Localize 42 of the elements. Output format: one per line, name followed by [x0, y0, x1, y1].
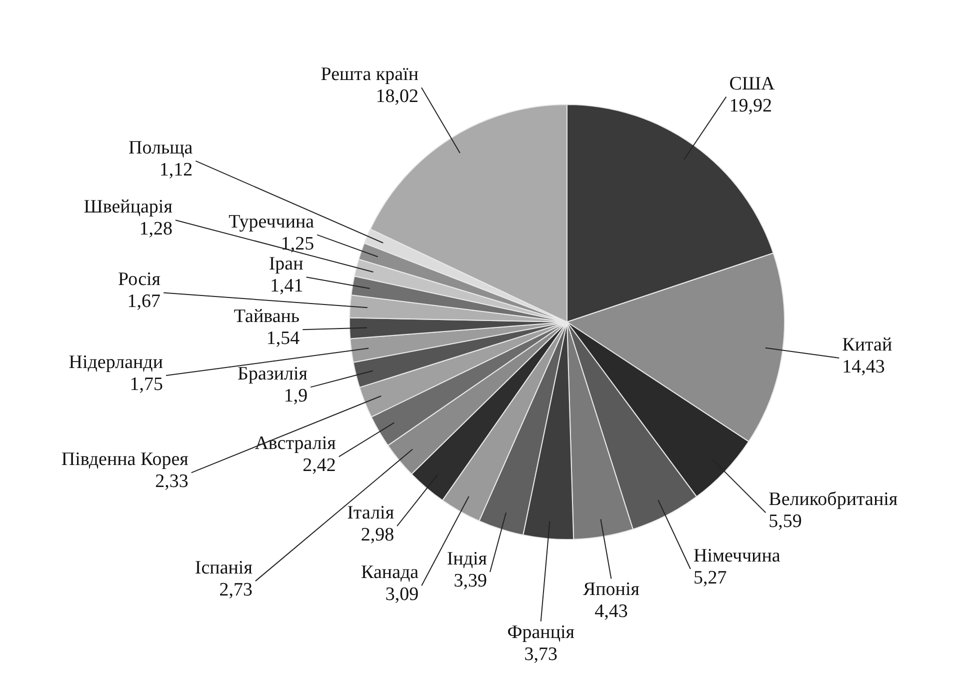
data-label: 3,73 [524, 644, 558, 665]
slice-label: Бразилія [238, 364, 308, 385]
data-label: 2,73 [219, 580, 252, 601]
data-label: 1,12 [159, 159, 193, 180]
data-label: 2,33 [155, 471, 188, 492]
slice-label: Італія [347, 502, 394, 524]
slice-label: Індія [446, 548, 488, 570]
slice-label: Китай [842, 334, 892, 356]
slice-label: Канада [361, 562, 420, 584]
data-label: 18,02 [376, 86, 418, 108]
data-label: 1,28 [139, 218, 172, 240]
slice-label: Росія [118, 269, 161, 290]
slice-label: Австралія [254, 433, 336, 454]
data-label: 1,67 [127, 291, 161, 312]
data-label: 2,42 [302, 455, 336, 476]
slice-label: Швейцарія [84, 196, 173, 218]
slice-label: Іспанія [194, 558, 253, 579]
slice-label: Великобританія [768, 489, 898, 510]
slice-label: Франція [507, 622, 575, 643]
data-label: 1,25 [280, 233, 314, 254]
data-label: 5,27 [693, 567, 727, 588]
slice-label: США [729, 73, 776, 94]
slice-label: Нідерланди [68, 352, 164, 374]
slice-label: Японія [582, 579, 640, 600]
data-label: 2,98 [360, 524, 394, 546]
data-label: 3,09 [385, 584, 419, 606]
data-label: 1,9 [284, 386, 308, 407]
slice-label: Південна Корея [61, 449, 189, 470]
data-label: 1,41 [270, 276, 304, 297]
slice-label: Решта країн [320, 64, 418, 86]
data-label: 1,75 [130, 374, 164, 396]
data-label: 14,43 [842, 356, 885, 378]
slice-label: Польща [128, 137, 194, 158]
data-label: 5,59 [768, 511, 802, 532]
slice-label: Туреччина [228, 211, 315, 232]
slice-label: Тайвань [234, 306, 300, 328]
data-label: 19,92 [729, 95, 772, 116]
data-label: 4,43 [594, 601, 628, 622]
slice-label: Німеччина [693, 545, 781, 566]
slice-label: Іран [268, 254, 304, 275]
data-label: 3,39 [454, 570, 488, 592]
data-label: 1,54 [266, 328, 300, 350]
